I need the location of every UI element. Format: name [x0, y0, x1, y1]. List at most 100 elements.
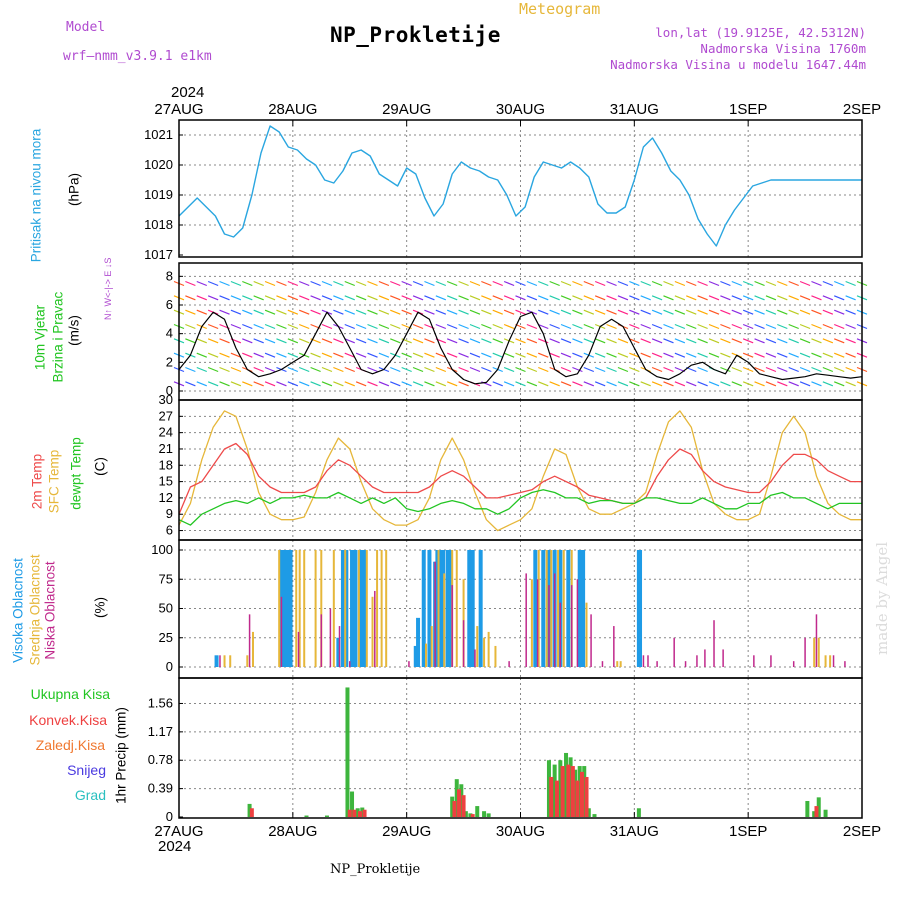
cloud_high-bar — [577, 550, 582, 667]
wind-barb — [845, 338, 856, 344]
wind-barb — [594, 366, 606, 373]
cloud_mid-bar — [365, 550, 368, 667]
wind-barb — [310, 280, 321, 287]
wind-barb — [674, 295, 686, 301]
cloud_mid-bar — [303, 550, 306, 667]
wind-barb — [253, 352, 264, 358]
wind-barb — [811, 295, 822, 301]
wind-barb — [526, 323, 538, 330]
y-tick-label: 27 — [159, 408, 173, 423]
model-altitude-info: Nadmorska Visina u modelu 1647.44m — [610, 57, 866, 72]
x-tick-label-bottom: 29AUG — [382, 823, 431, 840]
precip_conv-bar — [570, 766, 575, 817]
wind-barb — [560, 309, 572, 315]
wind-barb — [765, 309, 777, 315]
wind-barb — [344, 323, 355, 330]
wind-barb — [686, 280, 697, 287]
wind-barb — [742, 381, 754, 387]
y-tick-label: 18 — [159, 457, 173, 472]
cloud_low-bar — [684, 661, 687, 667]
wind-barb — [560, 323, 572, 330]
cloud_high-bar — [470, 550, 475, 667]
cloud_high-bar — [467, 550, 472, 667]
wind-barb — [720, 295, 731, 301]
wind-barb — [264, 366, 276, 373]
wind-barb — [264, 323, 276, 330]
wind-barb — [640, 280, 651, 287]
precip_total-bar — [577, 766, 582, 817]
legend-freezing-rain: Zaledj.Kisa — [35, 737, 105, 753]
cloud_mid-bar — [425, 643, 428, 667]
wind-barb — [435, 381, 447, 387]
wind-barb — [731, 309, 743, 315]
wind-barb — [401, 381, 412, 387]
y-tick-label: 1017 — [144, 247, 173, 262]
wind-barb — [777, 366, 788, 373]
cloud_mid-bar — [455, 550, 458, 667]
wind-barb — [435, 366, 447, 373]
wind-barb — [572, 323, 583, 330]
cloud_low-bar — [320, 614, 323, 667]
wind-speed-line — [178, 311, 863, 385]
wind-barb — [344, 280, 355, 287]
cloud_low-bar — [647, 655, 649, 667]
wind-barb — [777, 309, 788, 315]
wind-barb — [629, 295, 640, 301]
wind-barb — [207, 338, 219, 344]
wind-barb — [390, 323, 401, 330]
cloud_mid-bar — [557, 550, 560, 667]
wind-barb — [651, 295, 663, 301]
wind-barb — [390, 295, 401, 301]
wind-barb — [196, 295, 207, 301]
wind-barb — [458, 352, 469, 358]
wind-barb — [298, 338, 310, 344]
wind-barb — [731, 323, 743, 330]
wind-barb — [207, 323, 219, 330]
wind-barb — [196, 366, 207, 373]
wind-barb — [834, 366, 845, 373]
wind-barb — [390, 338, 401, 344]
wind-barb — [287, 309, 299, 315]
y-tick-label: 0 — [166, 383, 173, 398]
precip_conv-bar — [566, 764, 571, 817]
wind-barb — [458, 323, 469, 330]
wind-barb — [572, 280, 583, 287]
precip_total-bar — [482, 811, 487, 817]
wind-barb — [298, 280, 310, 287]
wind-barb — [572, 352, 583, 358]
wind-barb — [219, 280, 230, 287]
wind-barb — [492, 280, 503, 287]
wind-barb — [708, 352, 720, 358]
cloud_low-bar — [219, 655, 221, 667]
wind-barb — [526, 381, 538, 387]
wind-barb — [811, 323, 822, 330]
wind-barb — [355, 280, 367, 287]
y-tick-label: 2 — [166, 354, 173, 369]
wind-barb — [617, 309, 629, 315]
y-tick-label: 24 — [159, 425, 173, 440]
wind-barb — [583, 381, 595, 387]
wind-barb — [435, 323, 447, 330]
wind-barb — [207, 295, 219, 301]
wind-barb — [503, 309, 515, 315]
cloud_mid-bar — [443, 573, 446, 667]
wind-barb — [446, 381, 458, 387]
y-tick-label: 8 — [166, 268, 173, 283]
wind-barb — [412, 295, 424, 301]
wind-barb — [617, 338, 629, 344]
wind-barb — [549, 338, 560, 344]
year-top: 2024 — [171, 84, 205, 101]
wind-barb — [207, 381, 219, 387]
dewpt-line — [178, 489, 862, 526]
legend-snow: Snijeg — [67, 762, 106, 778]
precip_total-bar — [459, 784, 464, 817]
wind-barb — [697, 309, 708, 315]
wind-barb — [834, 338, 845, 344]
wind-barb — [606, 352, 617, 358]
cloud_low-bar — [280, 596, 283, 667]
wind-barb — [720, 381, 731, 387]
wind-barb — [606, 309, 617, 315]
precip_total-bar — [546, 760, 551, 817]
wind-barb — [651, 366, 663, 373]
wind-barb — [333, 352, 344, 358]
